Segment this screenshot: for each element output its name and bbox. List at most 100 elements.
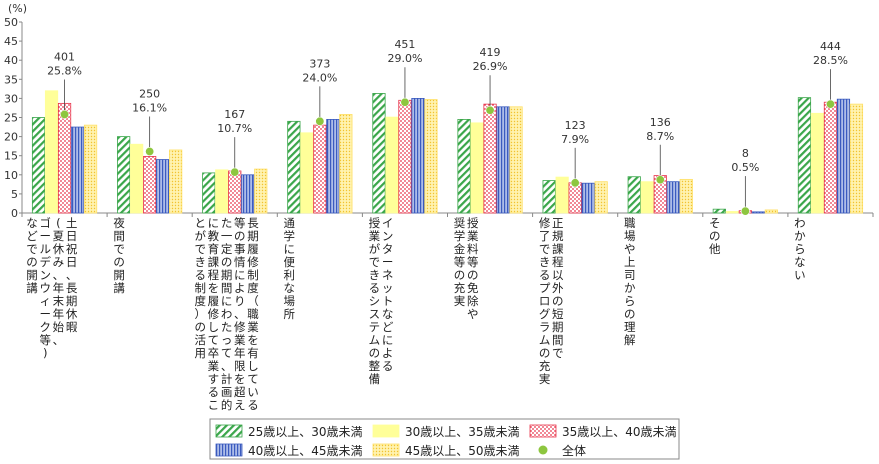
y-tick-label: 50 <box>4 16 18 29</box>
legend-swatch <box>215 424 243 438</box>
bar <box>823 101 838 214</box>
bar <box>457 119 471 214</box>
bar <box>725 211 739 214</box>
category-labels: 土日祝日、長期休暇(夏休み、年末年始、ゴールデンウィーク等)などでの開講 夜間での… <box>26 216 806 412</box>
legend-item: 30歳以上、35歳未満 <box>372 424 520 439</box>
overall-count-label: 373 <box>309 57 330 70</box>
category-label-line: 土日祝日、長期休暇 <box>66 216 78 334</box>
category-label-line: インターネットなどによる <box>382 216 394 373</box>
category-label-line: 通学に便利な場所 <box>284 216 296 321</box>
overall-marker <box>145 146 155 156</box>
category-label-line: 授業料等の免除や <box>467 216 479 321</box>
bar <box>640 181 654 214</box>
bar <box>57 102 72 214</box>
legend-swatch <box>215 443 243 457</box>
overall-count-label: 123 <box>565 119 586 132</box>
legend-swatch <box>372 443 400 457</box>
overall-percent-label: 16.1% <box>132 101 167 114</box>
bar <box>542 180 556 214</box>
y-tick-label: 35 <box>4 73 18 86</box>
series-3 <box>57 99 838 214</box>
category-label-line: 正規課程以外の短期間で <box>552 216 564 360</box>
bar <box>568 182 582 214</box>
bar <box>44 90 59 214</box>
series-2 <box>44 90 825 214</box>
bar <box>372 93 386 214</box>
bar <box>496 106 510 214</box>
series-4 <box>70 98 851 214</box>
legend-item: 45歳以上、50歳未満 <box>372 443 520 458</box>
y-tick-label: 10 <box>4 169 18 182</box>
series-5 <box>83 99 864 214</box>
bar <box>169 149 183 214</box>
overall-marker <box>315 116 325 126</box>
y-tick-label: 40 <box>4 54 18 67</box>
overall-percent-label: 0.5% <box>731 161 759 174</box>
bar <box>797 97 812 214</box>
overall-count-label: 444 <box>820 40 841 53</box>
bar <box>313 124 327 214</box>
legend-label: 40歳以上、45歳未満 <box>248 444 363 458</box>
y-tick-label: 0 <box>11 207 18 220</box>
legend-label: 全体 <box>562 443 586 458</box>
bar <box>202 172 216 214</box>
y-tick-label: 30 <box>4 92 18 105</box>
overall-marker <box>825 99 835 109</box>
overall-percent-label: 8.7% <box>646 130 674 143</box>
bar <box>385 116 399 214</box>
series-1 <box>31 93 812 214</box>
legend-item: 35歳以上、40歳未満 <box>529 424 677 439</box>
overall-count-label: 8 <box>742 147 749 160</box>
bar <box>836 98 851 214</box>
bar <box>70 126 85 214</box>
category-label: 職場や上司からの理解 <box>624 216 636 347</box>
bar <box>215 169 229 214</box>
overall-count-label: 451 <box>394 38 415 51</box>
overall-percent-label: 10.7% <box>217 122 252 135</box>
legend-label: 30歳以上、35歳未満 <box>405 425 520 439</box>
bar <box>143 156 157 214</box>
bar <box>424 99 438 214</box>
bar <box>483 103 497 214</box>
overall-count-label: 250 <box>139 87 160 100</box>
category-label-line: 奨学金等の充実 <box>454 216 466 308</box>
category-label-line: 夜間での開講 <box>113 216 125 295</box>
bar <box>411 98 425 214</box>
category-label-line: ゴールデンウィーク等) <box>39 216 51 360</box>
bar <box>594 181 608 214</box>
bar <box>287 120 301 214</box>
bar <box>581 182 595 214</box>
bar <box>339 114 353 214</box>
legend-swatch <box>529 424 557 438</box>
y-tick-label: 45 <box>4 35 18 48</box>
overall-marker <box>230 167 240 177</box>
bar-series-group <box>31 90 864 214</box>
bar <box>666 181 680 214</box>
legend-label: 25歳以上、30歳未満 <box>248 425 363 439</box>
category-label-line: 等の事情により、修業年限を超え <box>234 216 246 412</box>
y-tick-label: 20 <box>4 131 18 144</box>
bar <box>398 99 412 214</box>
category-label-line: 職場や上司からの理解 <box>624 216 636 347</box>
bar <box>849 103 864 214</box>
legend-item: 全体 <box>538 443 586 458</box>
legend-label: 35歳以上、40歳未満 <box>562 425 677 439</box>
y-tick-label: 15 <box>4 150 18 163</box>
bar <box>241 174 255 214</box>
bar <box>228 170 242 214</box>
y-tick-label: 25 <box>4 112 18 125</box>
overall-count-label: 167 <box>224 108 245 121</box>
overall-percent-label: 28.5% <box>813 54 848 67</box>
overall-marker <box>400 97 410 107</box>
bar <box>810 112 825 214</box>
bar <box>679 178 693 214</box>
overall-percent-label: 25.8% <box>47 64 82 77</box>
category-label-line: た一定の期間にわたって、計画的 <box>221 216 233 412</box>
category-label-line: 授業ができるシステムの整備 <box>369 216 381 386</box>
category-label-line: とができる制度）の活用 <box>194 216 206 360</box>
overall-percent-label: 24.0% <box>302 71 337 84</box>
legend-item: 25歳以上、30歳未満 <box>215 424 363 439</box>
